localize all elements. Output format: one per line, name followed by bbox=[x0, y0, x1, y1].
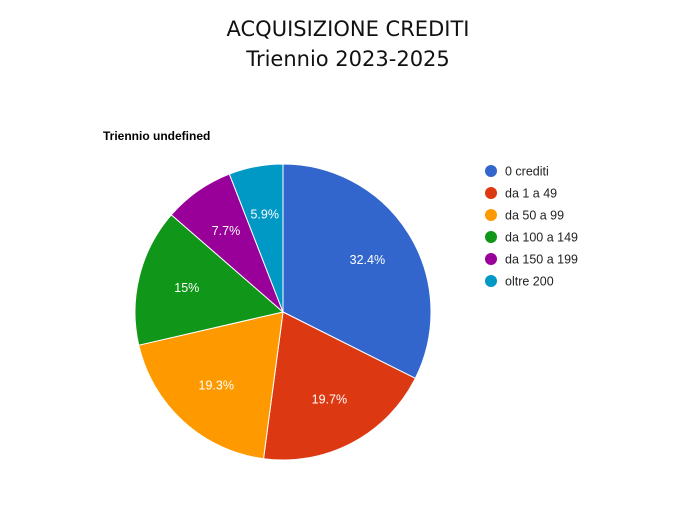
legend-swatch bbox=[485, 231, 497, 243]
legend-swatch bbox=[485, 165, 497, 177]
page-title-line1: ACQUISIZIONE CREDITI bbox=[226, 17, 470, 41]
legend-label: da 1 a 49 bbox=[505, 187, 557, 201]
legend-item[interactable]: da 150 a 199 bbox=[485, 253, 578, 267]
page-title: ACQUISIZIONE CREDITI Triennio 2023-2025 bbox=[0, 14, 696, 74]
slice-value-label: 7.7% bbox=[212, 224, 241, 238]
slice-value-label: 15% bbox=[174, 281, 199, 295]
legend-item[interactable]: da 1 a 49 bbox=[485, 187, 557, 201]
legend-swatch bbox=[485, 209, 497, 221]
pie-slice[interactable] bbox=[262, 311, 416, 461]
chart-title: Triennio undefined bbox=[103, 129, 210, 143]
legend-label: 0 crediti bbox=[505, 165, 549, 179]
pie-slice[interactable] bbox=[138, 311, 284, 460]
slice-value-label: 19.3% bbox=[199, 378, 234, 392]
slice-value-label: 32.4% bbox=[350, 253, 385, 267]
page-title-line2: Triennio 2023-2025 bbox=[246, 47, 450, 71]
legend-item[interactable]: oltre 200 bbox=[485, 275, 554, 289]
legend-swatch bbox=[485, 253, 497, 265]
pie-slice[interactable] bbox=[228, 163, 284, 313]
slice-value-label: 19.7% bbox=[312, 393, 347, 407]
legend-label: da 150 a 199 bbox=[505, 253, 578, 267]
pie-slice[interactable] bbox=[134, 214, 285, 346]
legend-item[interactable]: da 50 a 99 bbox=[485, 209, 564, 223]
legend-label: da 100 a 149 bbox=[505, 231, 578, 245]
legend-swatch bbox=[485, 275, 497, 287]
legend-label: da 50 a 99 bbox=[505, 209, 564, 223]
pie-slice[interactable] bbox=[282, 163, 432, 380]
slice-value-label: 5.9% bbox=[250, 208, 279, 222]
legend: 0 crediti da 1 a 49 da 50 a 99 da 100 a 149… bbox=[485, 165, 578, 289]
pie-slices bbox=[134, 163, 432, 461]
legend-item[interactable]: da 100 a 149 bbox=[485, 231, 578, 245]
pie-slice-labels: 32.4% 19.7% 19.3% 15% 7.7% 5.9% bbox=[174, 208, 385, 407]
legend-label: oltre 200 bbox=[505, 275, 554, 289]
legend-item[interactable]: 0 crediti bbox=[485, 165, 549, 179]
legend-swatch bbox=[485, 187, 497, 199]
